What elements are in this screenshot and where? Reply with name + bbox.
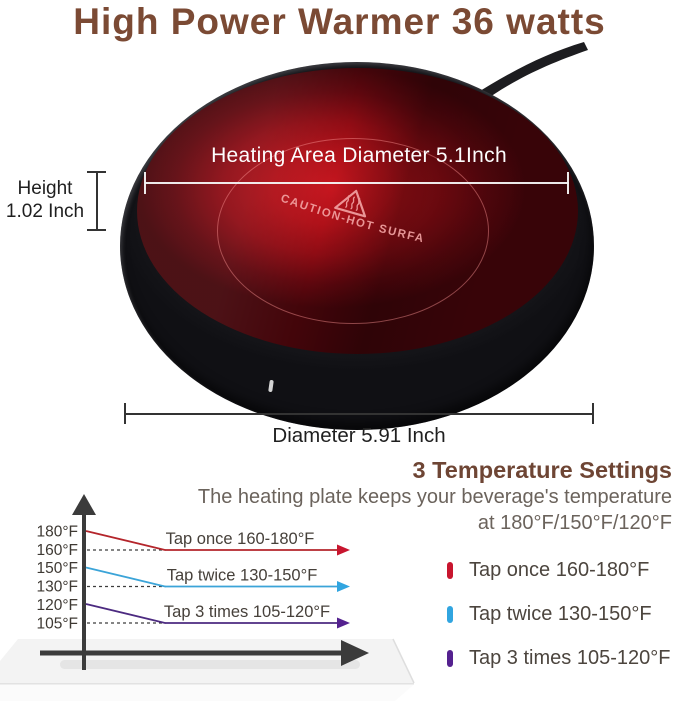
y-tick-130: 130°F bbox=[36, 579, 78, 596]
heating-area-label: Heating Area Diameter 5.1Inch bbox=[211, 144, 507, 167]
legend-item-tap-3-times: Tap 3 times 105-120°F bbox=[447, 646, 671, 669]
series-arrow-icon-tap-3-times bbox=[337, 617, 350, 629]
temperature-settings-description-line2: at 180°F/150°F/120°F bbox=[477, 511, 672, 534]
platform-front-edge bbox=[0, 683, 414, 685]
heating-area-measure-tick-right bbox=[567, 172, 569, 194]
height-measure-tick-top bbox=[87, 171, 106, 173]
legend-item-tap-once: Tap once 160-180°F bbox=[447, 558, 670, 581]
platform-top-face bbox=[0, 639, 414, 683]
y-tick-160: 160°F bbox=[36, 542, 78, 559]
legend-label: Tap once 160-180°F bbox=[469, 558, 650, 581]
temperature-legend: Tap once 160-180°F Tap twice 130-150°F T… bbox=[447, 558, 671, 692]
height-measure-tick-bottom bbox=[87, 229, 106, 231]
y-tick-150: 150°F bbox=[36, 560, 78, 577]
y-tick-180: 180°F bbox=[36, 524, 78, 541]
series-label-tap-twice: Tap twice 130-150°F bbox=[167, 567, 318, 585]
power-cable-shape bbox=[472, 42, 588, 104]
height-measure-line bbox=[96, 172, 98, 231]
diameter-label: Diameter 5.91 Inch bbox=[272, 424, 446, 447]
height-label-line2: 1.02 Inch bbox=[5, 201, 85, 222]
series-label-tap-once: Tap once 160-180°F bbox=[166, 530, 315, 548]
diameter-measure-tick-right bbox=[592, 403, 594, 424]
series-line-tap-once bbox=[85, 530, 338, 551]
platform-edge bbox=[392, 638, 415, 684]
series-arrow-icon-tap-once bbox=[337, 544, 350, 556]
heating-area-measure-tick-left bbox=[144, 172, 146, 194]
platform-front-face bbox=[0, 684, 414, 701]
page-title: High Power Warmer 36 watts bbox=[73, 1, 606, 42]
legend-marker-purple bbox=[447, 649, 453, 667]
y-tick-120: 120°F bbox=[36, 597, 78, 614]
legend-marker-red bbox=[447, 561, 453, 579]
heating-area-measure-line bbox=[145, 182, 569, 184]
temperature-settings-section: 3 Temperature Settings The heating plate… bbox=[172, 457, 672, 535]
series-arrow-icon-tap-twice bbox=[337, 581, 350, 592]
platform-shadow bbox=[60, 660, 360, 669]
diameter-measure-line bbox=[125, 413, 593, 415]
y-axis-arrow-icon bbox=[72, 494, 96, 515]
legend-item-tap-twice: Tap twice 130-150°F bbox=[447, 602, 670, 625]
x-axis-arrow-icon bbox=[341, 640, 369, 666]
legend-label: Tap twice 130-150°F bbox=[469, 602, 652, 625]
temperature-chart: 180°F 160°F 150°F 130°F 120°F 105°F Tap … bbox=[0, 494, 415, 701]
temperature-settings-description-line1: The heating plate keeps your beverage's … bbox=[197, 486, 672, 508]
temperature-settings-heading: 3 Temperature Settings bbox=[412, 457, 672, 483]
series-line-tap-3-times bbox=[85, 603, 338, 624]
height-label-line1: Height bbox=[17, 178, 73, 199]
series-line-tap-twice bbox=[85, 566, 338, 588]
height-annotation-label: Height 1.02 Inch bbox=[2, 177, 88, 223]
series-label-tap-3-times: Tap 3 times 105-120°F bbox=[164, 603, 330, 621]
legend-label: Tap 3 times 105-120°F bbox=[469, 646, 671, 669]
caution-triangle-icon bbox=[334, 189, 367, 218]
y-tick-105: 105°F bbox=[36, 616, 78, 633]
heating-inner-ring bbox=[217, 138, 489, 324]
diameter-measure-tick-left bbox=[124, 403, 126, 424]
legend-marker-blue bbox=[447, 605, 453, 623]
